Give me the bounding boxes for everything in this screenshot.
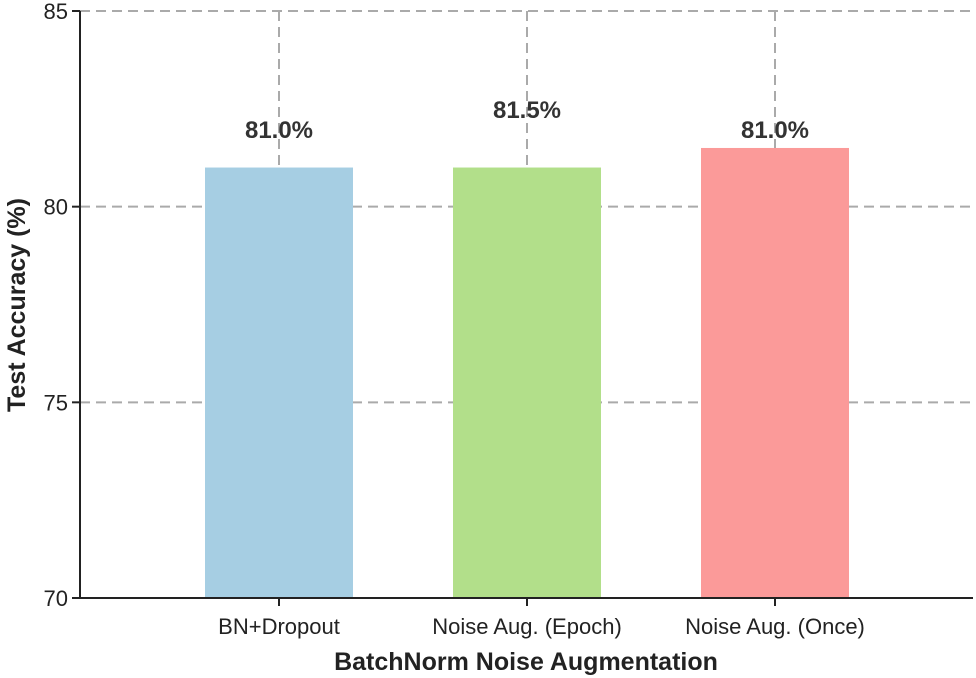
- bar-1: [453, 167, 601, 599]
- y-tick-label-1: 75: [44, 390, 68, 415]
- bar-0: [205, 167, 353, 599]
- y-tick-label-3: 85: [44, 0, 68, 24]
- bar-2: [701, 147, 849, 598]
- data-label-0: 81.0%: [245, 117, 313, 144]
- x-tick-label-1: Noise Aug. (Epoch): [432, 614, 622, 639]
- x-tick-label-0: BN+Dropout: [218, 614, 340, 639]
- y-axis-title: Test Accuracy (%): [3, 198, 31, 412]
- x-axis-title: BatchNorm Noise Augmentation: [334, 648, 718, 676]
- x-tick-label-2: Noise Aug. (Once): [685, 614, 865, 639]
- y-tick-label-2: 80: [44, 195, 68, 220]
- data-label-2: 81.0%: [741, 117, 809, 144]
- data-label-1: 81.5%: [493, 97, 561, 124]
- y-tick-label-0: 70: [44, 586, 68, 611]
- axes: 70 75 80 85 BN+Dropout Noise Aug. (Epoch) Nois…: [44, 0, 973, 639]
- data-labels: 81.0% 81.5% 81.0%: [245, 97, 809, 144]
- bars: [205, 147, 849, 599]
